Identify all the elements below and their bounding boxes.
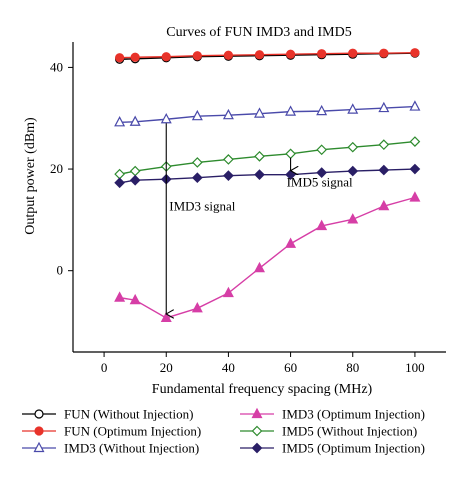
data-point [409,100,421,111]
data-point [114,116,126,127]
data-point [409,191,421,202]
data-point [191,157,203,168]
legend-item: FUN (Without Injection) [22,407,193,422]
data-point [379,48,389,58]
legend-item: IMD5 (Optimum Injection) [240,441,425,456]
x-tick-label: 60 [284,360,297,375]
legend-marker [34,426,44,436]
data-point [410,48,420,58]
data-point [254,261,265,273]
y-tick-label: 20 [50,161,63,176]
data-point [161,52,171,62]
legend-label: FUN (Optimum Injection) [64,424,201,439]
data-point [223,154,234,165]
legend-label: IMD5 (Without Injection) [282,424,417,439]
legend-marker [251,407,263,419]
x-tick-label: 0 [101,360,108,375]
data-point [223,170,234,182]
data-point [317,49,327,59]
data-point [254,50,265,60]
data-point [285,237,297,248]
data-point [285,148,296,160]
legend-item: IMD3 (Optimum Injection) [240,407,425,422]
data-point [114,168,125,180]
data-point [115,53,125,63]
data-point [347,213,359,224]
legend-marker [251,425,263,437]
data-point [222,286,234,298]
data-point [348,48,358,58]
data-point [378,139,390,151]
data-point [129,165,141,177]
data-point [254,169,265,180]
legend-item: IMD3 (Without Injection) [22,441,199,456]
data-point [409,136,421,147]
data-point [223,50,234,60]
data-point [114,291,126,302]
data-point [285,49,296,59]
data-point [129,174,141,186]
series-6 [114,163,421,189]
legend-marker [33,441,45,453]
data-point [192,51,202,61]
data-point [378,101,390,113]
annotation-label: IMD5 signal [287,175,353,190]
data-point [160,112,172,124]
data-point [114,177,125,189]
x-tick-label: 80 [346,360,359,375]
data-point [347,165,359,177]
annotation-label: IMD3 signal [169,199,235,214]
series-2 [115,48,420,63]
data-point [347,103,359,114]
chart-title: Curves of FUN IMD3 and IMD5 [166,25,352,40]
data-point [129,293,141,305]
y-tick-label: 0 [57,263,64,278]
x-tick-label: 40 [222,360,235,375]
data-point [409,163,421,175]
x-axis-label: Fundamental frequency spacing (MHz) [152,382,373,397]
data-point [316,167,328,178]
data-point [222,108,234,120]
legend-label: IMD5 (Optimum Injection) [282,441,425,456]
data-point [347,141,359,153]
y-tick-label: 40 [50,59,63,74]
legend-label: IMD3 (Optimum Injection) [282,407,425,422]
data-point [378,199,390,211]
data-point [316,144,328,156]
data-point [130,52,140,62]
data-point [191,302,203,313]
legend-label: FUN (Without Injection) [64,407,193,422]
series-4 [114,191,421,323]
data-point [316,104,328,116]
series-5 [114,136,421,180]
data-point [316,219,328,231]
series-line [119,196,416,319]
y-axis-label: Output power (dBm) [23,117,38,235]
x-tick-label: 100 [405,360,425,375]
data-point [378,164,390,176]
data-point [191,109,203,121]
data-point [191,172,203,184]
legend-item: IMD5 (Without Injection) [240,424,417,439]
legend-item: FUN (Optimum Injection) [22,424,201,439]
data-point [285,105,297,116]
series-3 [114,100,421,127]
x-tick-label: 20 [160,360,173,375]
data-point [254,150,265,162]
legend-label: IMD3 (Without Injection) [64,441,199,456]
data-point [254,107,265,118]
data-point [129,115,141,126]
legend-marker [251,442,263,454]
legend-marker [34,409,44,419]
